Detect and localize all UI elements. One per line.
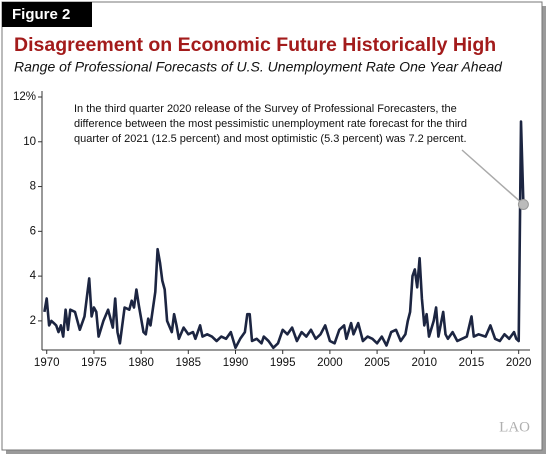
x-tick-label: 2005	[364, 357, 390, 369]
x-tick-label: 1985	[176, 357, 202, 369]
x-tick-label: 2015	[459, 357, 485, 369]
callout-line	[461, 149, 524, 206]
logo: LAO	[499, 419, 530, 435]
frame	[1, 1, 543, 451]
y-tick-label: 4	[30, 270, 37, 282]
x-tick-label: 1970	[34, 357, 60, 369]
callout-dot	[517, 198, 529, 210]
chart-title: Disagreement on Economic Future Historic…	[14, 34, 496, 56]
annotation: quarter of 2021 (12.5 percent) and most …	[74, 133, 467, 145]
y-tick-label: 6	[30, 225, 36, 237]
y-tick-label: 12%	[13, 91, 36, 103]
chart-subtitle: Range of Professional Forecasts of U.S. …	[14, 59, 503, 75]
series-line	[43, 120, 525, 350]
x-tick-label: 2000	[317, 357, 343, 369]
x-tick-label: 1990	[223, 357, 249, 369]
y-tick-label: 2	[30, 315, 36, 327]
y-tick-label: 10	[23, 136, 36, 148]
y-tick-label: 8	[30, 181, 36, 193]
figure-label: Figure 2	[12, 6, 70, 23]
x-tick-label: 2020	[506, 357, 532, 369]
figure-label-box	[2, 2, 92, 27]
annotation: In the third quarter 2020 release of the…	[74, 103, 457, 115]
x-tick-label: 1980	[128, 357, 154, 369]
x-tick-label: 1995	[270, 357, 296, 369]
annotation: difference between the most pessimistic …	[74, 118, 467, 130]
x-tick-label: 2010	[411, 357, 437, 369]
x-tick-label: 1975	[81, 357, 107, 369]
